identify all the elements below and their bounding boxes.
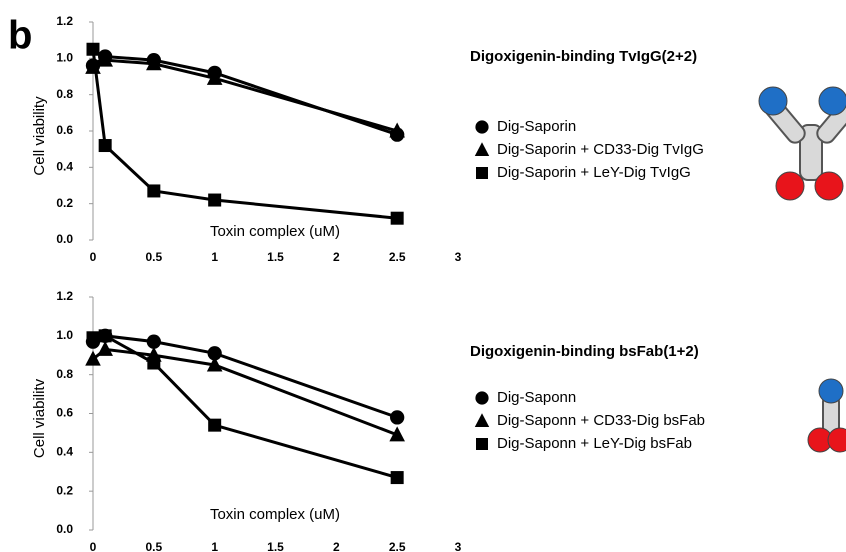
- marker: [208, 418, 222, 432]
- marker: [389, 426, 405, 442]
- marker: [208, 193, 222, 207]
- x-tick-label: 2.5: [389, 540, 406, 552]
- y-tick-label: 0.4: [56, 445, 73, 459]
- icon-binder: [818, 86, 846, 116]
- legend-marker: [476, 167, 488, 179]
- marker: [146, 55, 162, 71]
- marker: [98, 329, 112, 343]
- x-tick-label: 1.5: [267, 250, 284, 264]
- marker: [390, 471, 404, 485]
- x-tick-label: 0: [90, 540, 97, 552]
- legend-marker: [474, 142, 490, 156]
- legend-label: Dig-Saporin + LeY-Dig TvIgG: [497, 164, 691, 181]
- legend-title: Digoxigenin-binding bsFab(1+2): [470, 343, 699, 360]
- series-line: [92, 54, 398, 137]
- legend-marker: [474, 413, 490, 427]
- y-tick-label: 0.6: [56, 123, 73, 137]
- legend-label: Dig-Saporin: [497, 118, 576, 135]
- y-axis-label: Cell viability: [31, 96, 48, 176]
- legend-marker: [476, 438, 488, 450]
- marker: [206, 356, 223, 372]
- legend-title: Digoxigenin-binding TvIgG(2+2): [470, 48, 697, 65]
- y-tick-label: 0.8: [56, 367, 73, 381]
- icon-binder: [814, 171, 844, 201]
- marker: [97, 51, 113, 67]
- y-tick-label: 0.8: [56, 87, 73, 101]
- x-tick-label: 2: [333, 540, 340, 552]
- legend-label: Dig-Saponn + CD33-Dig bsFab: [497, 412, 705, 429]
- marker: [98, 139, 112, 153]
- y-tick-label: 0.2: [56, 196, 73, 210]
- bsfab-icon: [807, 378, 846, 453]
- marker: [389, 122, 405, 138]
- marker: [390, 410, 405, 425]
- y-tick-label: 0.0: [56, 522, 73, 536]
- y-tick-label: 0.6: [56, 406, 73, 420]
- legend-marker: [475, 120, 489, 134]
- marker: [85, 58, 101, 74]
- x-tick-label: 2: [333, 250, 340, 264]
- x-tick-label: 2.5: [389, 250, 406, 264]
- marker: [85, 350, 101, 366]
- x-tick-label: 3: [455, 540, 462, 552]
- legend-marker: [475, 391, 489, 405]
- y-tick-label: 0.0: [56, 232, 73, 246]
- y-axis-label: Cell viabilitv: [31, 378, 48, 458]
- x-tick-label: 0.5: [145, 250, 162, 264]
- x-tick-label: 3: [455, 250, 462, 264]
- y-tick-label: 1.0: [56, 328, 73, 342]
- y-tick-label: 1.2: [56, 289, 73, 303]
- icon-binder: [818, 378, 844, 404]
- y-tick-label: 0.4: [56, 160, 73, 174]
- x-axis-label: Toxin complex (uM): [210, 506, 340, 523]
- x-tick-label: 1: [211, 540, 218, 552]
- series-line: [92, 334, 398, 480]
- marker: [86, 42, 100, 56]
- series-line: [92, 347, 398, 437]
- legend-label: Dig-Saporin + CD33-Dig TvIgG: [497, 141, 704, 158]
- icon-binder: [827, 427, 846, 453]
- icon-binder: [775, 171, 805, 201]
- legend-label: Dig-Saponn: [497, 389, 576, 406]
- y-tick-label: 1.0: [56, 51, 73, 65]
- icon-arm: [816, 98, 846, 144]
- marker: [86, 331, 100, 345]
- marker: [207, 346, 222, 361]
- marker: [147, 356, 161, 370]
- x-tick-label: 0.5: [145, 540, 162, 552]
- x-tick-label: 1: [211, 250, 218, 264]
- y-tick-label: 0.2: [56, 483, 73, 497]
- panel-label: b: [8, 14, 32, 58]
- marker: [146, 334, 161, 349]
- marker: [206, 69, 223, 85]
- icon-binder: [758, 86, 788, 116]
- series-line: [91, 49, 398, 220]
- marker: [97, 340, 113, 356]
- x-axis-label: Toxin complex (uM): [210, 223, 340, 240]
- icon-fc: [799, 124, 823, 181]
- marker: [390, 211, 404, 225]
- x-tick-label: 0: [90, 250, 97, 264]
- antibody-icon: [758, 86, 846, 201]
- y-tick-label: 1.2: [56, 14, 73, 28]
- marker: [147, 184, 161, 198]
- legend-label: Dig-Saponn + LeY-Dig bsFab: [497, 435, 692, 452]
- x-tick-label: 1.5: [267, 540, 284, 552]
